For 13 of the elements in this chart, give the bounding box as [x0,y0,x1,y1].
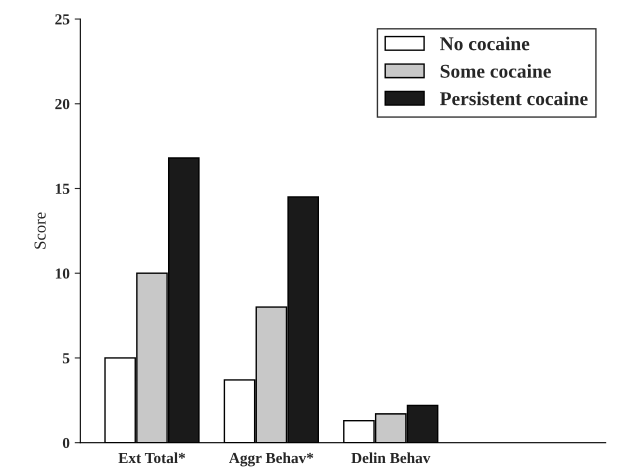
legend-label: Persistent cocaine [440,92,588,106]
y-tick-label: 10 [56,268,70,279]
y-tick-label: 25 [55,14,70,24]
x-tick-label: Aggr Behav* [228,452,314,466]
x-tick-label: Ext Total* [118,452,186,464]
legend-label: No cocaine [440,36,530,50]
y-tick-label: 15 [56,184,70,194]
x-tick-label: Delin Behav [351,452,430,464]
y-axis-title: Score [34,212,46,249]
y-tick-label: 5 [62,353,70,364]
y-tick-label: 0 [62,438,70,448]
legend-label: Some cocaine [440,64,551,78]
y-tick-label: 20 [55,98,70,110]
